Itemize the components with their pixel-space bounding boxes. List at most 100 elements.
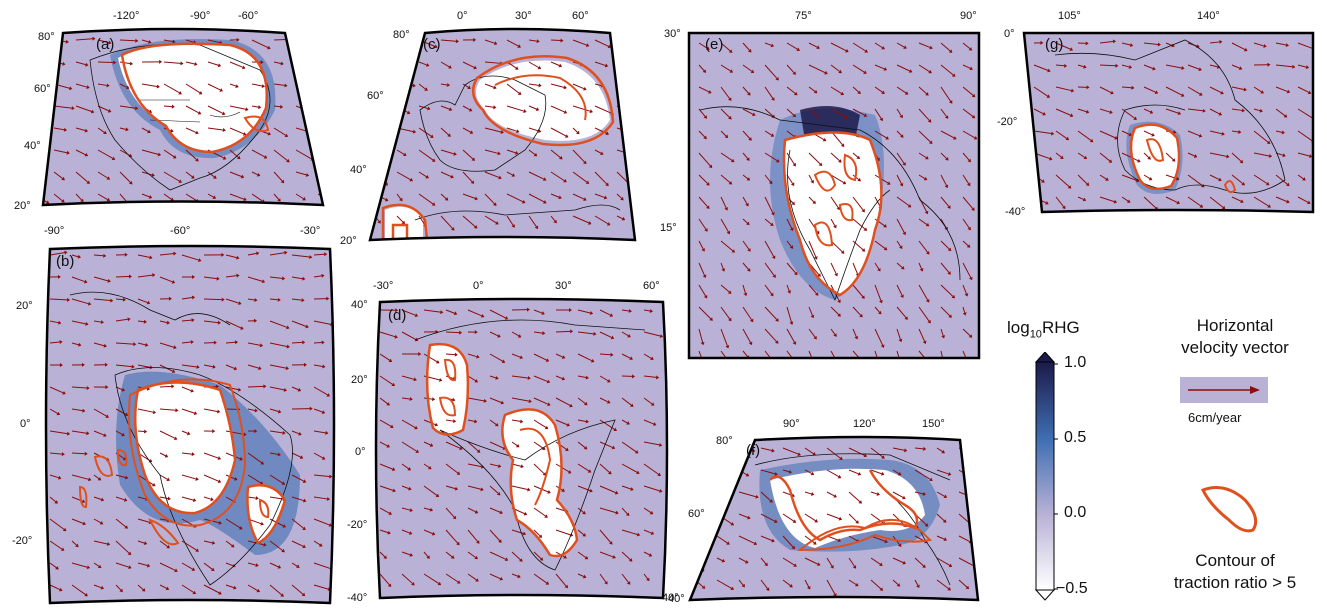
velocity-arrow-head <box>43 129 47 134</box>
velocity-arrow-head <box>729 69 734 73</box>
velocity-arrow-head <box>454 352 458 357</box>
velocity-arrow-head <box>563 555 567 559</box>
velocity-arrow <box>533 419 547 428</box>
velocity-arrow-head <box>858 500 862 504</box>
velocity-arrow-head <box>731 249 736 253</box>
velocity-arrow-head <box>702 274 707 279</box>
velocity-arrow-head <box>725 344 730 349</box>
velocity-arrow-head <box>900 367 904 370</box>
velocity-arrow <box>379 573 390 586</box>
velocity-arrow <box>511 397 530 402</box>
velocity-arrow-head <box>795 363 798 367</box>
velocity-arrow-head <box>217 320 221 325</box>
velocity-arrow-head <box>743 292 748 297</box>
velocity-arrow <box>918 174 926 179</box>
velocity-arrow-head <box>726 230 731 235</box>
velocity-arrow <box>1209 196 1224 208</box>
velocity-arrow-head <box>538 83 542 88</box>
velocity-arrow-head <box>813 335 817 340</box>
velocity-arrow <box>698 350 703 358</box>
velocity-arrow <box>555 573 567 587</box>
velocity-arrow <box>423 309 441 313</box>
velocity-arrow-head <box>941 449 945 454</box>
velocity-arrow-head <box>814 519 818 523</box>
velocity-arrow <box>874 262 880 270</box>
velocity-arrow <box>1033 108 1044 115</box>
velocity-arrow <box>313 562 331 570</box>
velocity-arrow <box>247 364 259 369</box>
velocity-arrow-head <box>127 317 131 322</box>
velocity-arrow <box>49 452 62 455</box>
velocity-arrow-head <box>302 196 306 201</box>
velocity-arrow-head <box>323 109 327 112</box>
velocity-arrow-head <box>127 551 132 556</box>
velocity-arrow <box>764 284 773 295</box>
velocity-arrow <box>643 551 650 556</box>
velocity-arrow <box>225 364 235 369</box>
velocity-arrow <box>1165 196 1178 203</box>
velocity-arrow-head <box>84 152 89 157</box>
velocity-arrow-head <box>15 129 19 133</box>
velocity-arrow-head <box>922 564 926 568</box>
velocity-arrow-head <box>876 492 880 496</box>
velocity-arrow-head <box>124 525 128 529</box>
velocity-arrow <box>93 518 102 524</box>
velocity-arrow <box>577 375 587 379</box>
velocity-arrow <box>738 491 757 498</box>
velocity-arrow <box>181 386 192 392</box>
velocity-arrow-head <box>702 494 707 498</box>
velocity-arrow-head <box>632 65 635 70</box>
velocity-arrow-head <box>85 321 89 326</box>
velocity-arrow-head <box>104 362 108 367</box>
velocity-arrow <box>940 86 952 102</box>
velocity-arrow-head <box>701 360 705 364</box>
velocity-arrow-head <box>1260 90 1264 94</box>
velocity-arrow-head <box>806 586 811 590</box>
velocity-arrow <box>577 353 592 362</box>
velocity-arrow <box>742 108 754 115</box>
velocity-arrow-head <box>945 157 949 161</box>
velocity-arrow <box>489 397 502 403</box>
velocity-arrow <box>1099 196 1115 203</box>
velocity-arrow <box>550 215 556 222</box>
velocity-arrow-head <box>119 588 123 593</box>
velocity-arrow-head <box>536 39 540 44</box>
velocity-arrow-head <box>971 93 976 98</box>
velocity-arrow <box>643 375 657 378</box>
velocity-arrow-head <box>1177 111 1182 116</box>
velocity-arrow <box>506 193 524 203</box>
velocity-arrow <box>291 518 304 529</box>
velocity-arrow-head <box>626 421 630 425</box>
traction-contour <box>243 115 270 133</box>
velocity-arrow <box>962 152 970 161</box>
velocity-arrow-head <box>103 433 107 437</box>
velocity-arrow <box>621 419 628 424</box>
velocity-arrow <box>826 491 835 497</box>
velocity-arrow-head <box>606 400 611 404</box>
velocity-arrow <box>760 447 772 451</box>
velocity-arrow <box>830 174 844 183</box>
velocity-arrow <box>467 441 479 452</box>
velocity-arrow-head <box>927 119 932 123</box>
velocity-arrow-head <box>655 375 660 380</box>
velocity-arrow <box>225 562 234 567</box>
velocity-arrow-head <box>438 377 443 382</box>
velocity-arrow <box>555 330 571 333</box>
velocity-arrow-head <box>255 496 259 501</box>
velocity-arrow-head <box>559 155 563 160</box>
velocity-arrow <box>313 584 329 590</box>
velocity-arrow <box>251 149 265 158</box>
velocity-arrow-head <box>538 534 543 538</box>
left-tick: -20° <box>347 519 368 531</box>
velocity-arrow-head <box>57 475 62 480</box>
velocity-arrow <box>1121 64 1130 68</box>
velocity-arrow-head <box>528 399 532 404</box>
velocity-arrow <box>203 540 213 544</box>
velocity-arrow-head <box>166 320 170 325</box>
velocity-arrow-head <box>563 178 567 183</box>
velocity-arrow <box>1033 130 1052 135</box>
velocity-arrow <box>119 171 131 183</box>
velocity-arrow-head <box>600 151 604 155</box>
velocity-arrow-head <box>527 376 531 381</box>
velocity-arrow <box>159 385 172 388</box>
